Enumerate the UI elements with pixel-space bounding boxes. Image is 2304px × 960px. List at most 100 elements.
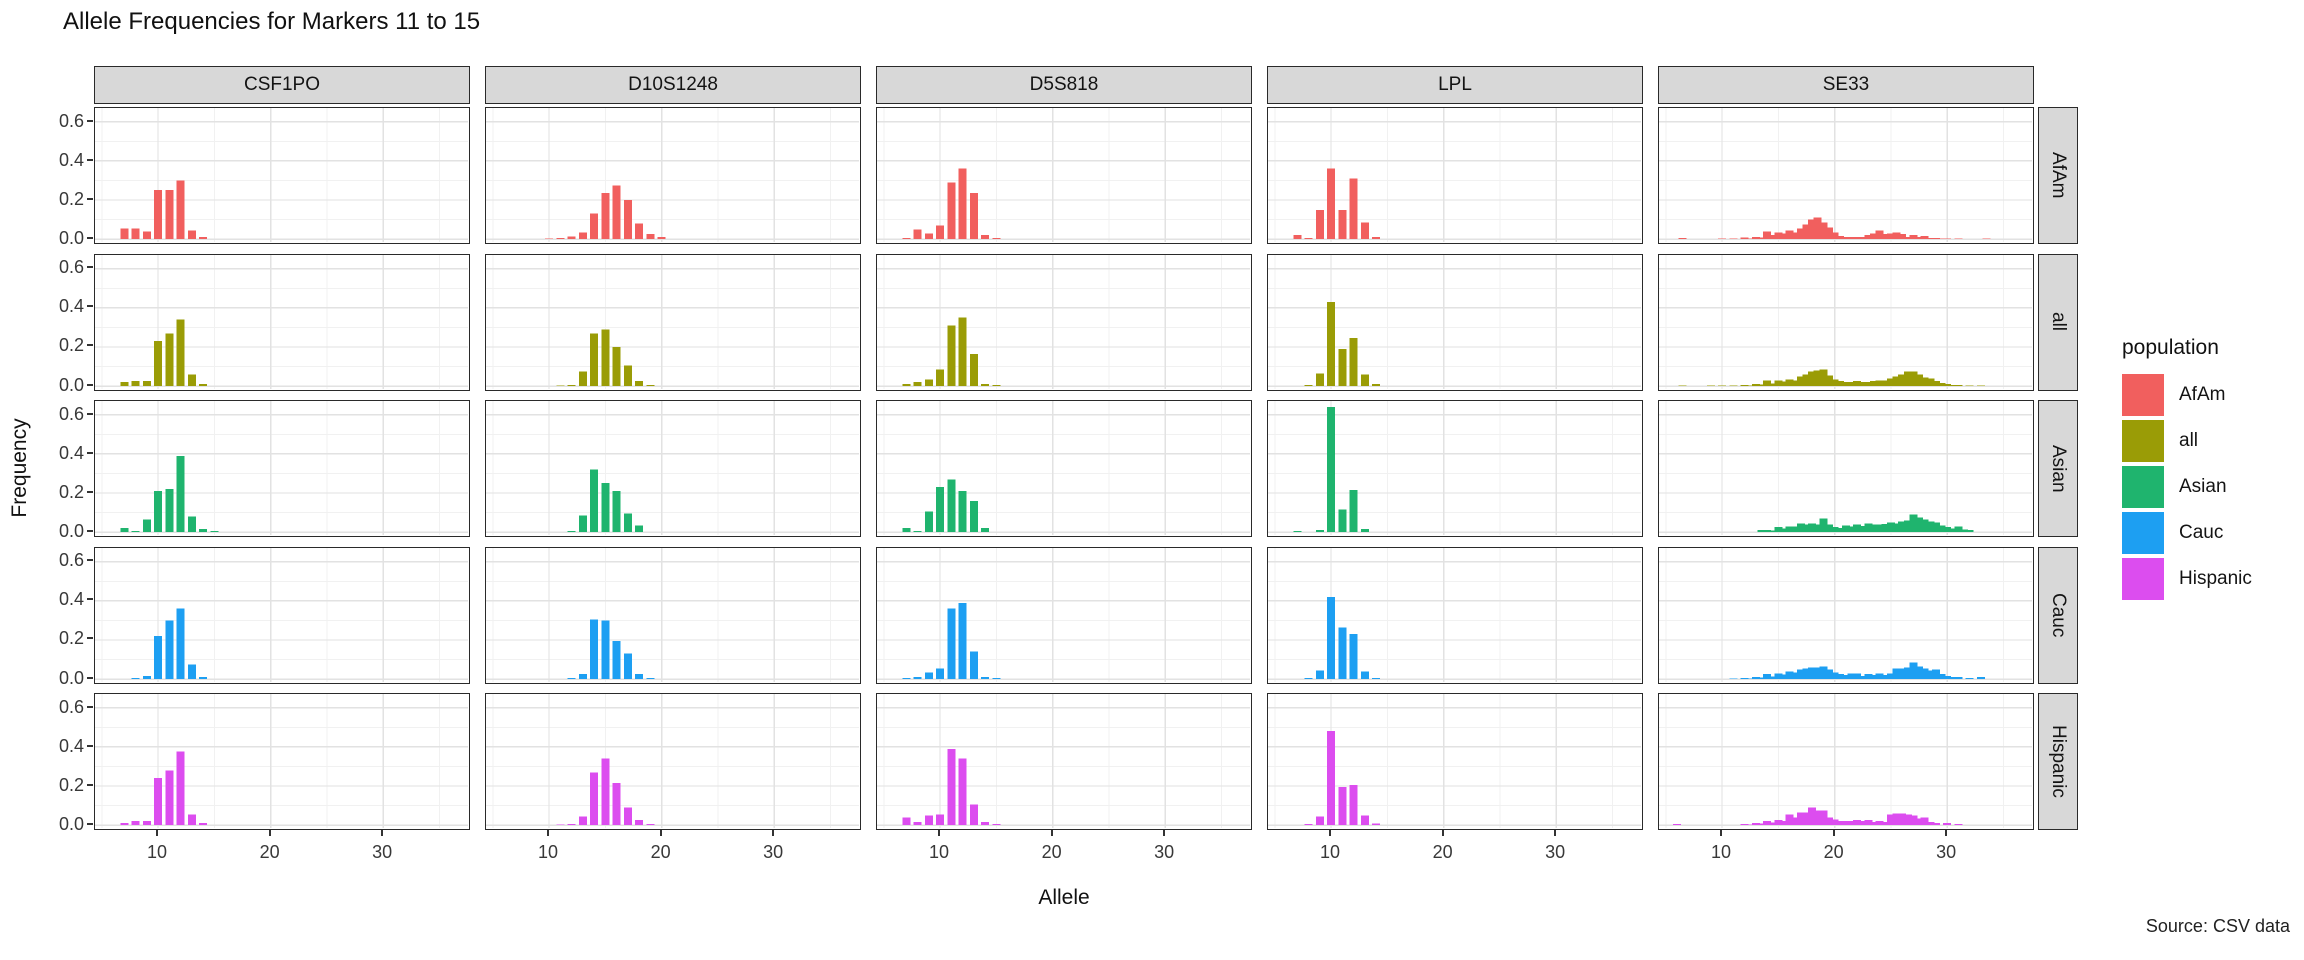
bar <box>1847 821 1856 826</box>
bar <box>131 820 140 826</box>
bar <box>1926 377 1935 386</box>
bar <box>1954 384 1963 386</box>
bar <box>1853 672 1862 679</box>
bar <box>992 384 1001 386</box>
bar <box>1757 677 1766 679</box>
bar <box>1774 672 1783 679</box>
bar <box>1746 238 1755 240</box>
y-tick-mark <box>87 344 93 347</box>
bar <box>947 325 956 386</box>
y-tick-label: 0.2 <box>58 188 84 209</box>
bar <box>1903 236 1912 240</box>
facet-panel-asian-csf1po <box>94 400 470 537</box>
bar <box>1825 374 1833 386</box>
facet-panel-cauc-d5s818 <box>876 546 1252 684</box>
bar <box>981 383 990 386</box>
bar <box>1780 673 1788 679</box>
y-tick-mark <box>87 530 93 533</box>
panel-plot <box>486 401 859 535</box>
panel-plot <box>95 547 468 682</box>
bar <box>1847 526 1856 533</box>
bar <box>1796 812 1805 826</box>
bar <box>1825 524 1833 533</box>
bar <box>1293 531 1302 533</box>
bar <box>142 675 151 679</box>
bar <box>1718 238 1726 240</box>
y-tick-label: 0.4 <box>58 442 84 463</box>
bar <box>590 772 599 826</box>
bar <box>1349 490 1358 533</box>
bar <box>1372 823 1381 826</box>
bar <box>131 531 140 533</box>
bar <box>1304 824 1313 826</box>
y-tick-mark <box>87 490 93 493</box>
bar <box>1774 527 1783 533</box>
x-tick-mark <box>1832 830 1835 836</box>
bar <box>165 489 174 533</box>
bar <box>1780 821 1788 826</box>
bar <box>1841 381 1850 386</box>
facet-row-strip-label: Cauc <box>2048 592 2069 638</box>
bar <box>1864 820 1873 826</box>
bar <box>1751 383 1760 386</box>
bar <box>612 783 621 826</box>
bar <box>165 332 174 386</box>
facet-col-strip-d10s1248: D10S1248 <box>485 66 861 104</box>
bar <box>1926 822 1935 826</box>
bar <box>1982 238 1991 240</box>
panel-plot <box>1659 401 2032 535</box>
bar <box>1791 526 1800 533</box>
facet-panel-afam-se33 <box>1658 107 2034 244</box>
bar <box>1813 524 1822 533</box>
bar <box>1802 667 1811 679</box>
bar <box>1853 524 1862 533</box>
bar <box>924 378 933 386</box>
bar <box>199 237 208 240</box>
y-tick-label: 0.2 <box>58 481 84 502</box>
y-tick-label: 0.0 <box>58 374 84 395</box>
x-tick-label: 20 <box>1041 842 1062 862</box>
bar <box>913 676 922 679</box>
x-tick-label: 10 <box>538 842 559 862</box>
bar <box>981 235 990 240</box>
facet-panel-cauc-csf1po <box>94 546 470 684</box>
bar <box>1791 672 1800 679</box>
bar <box>1802 224 1811 240</box>
bar <box>1841 821 1850 826</box>
bar <box>176 180 185 240</box>
bar <box>1903 371 1912 386</box>
bar <box>1892 375 1901 386</box>
bar <box>199 383 208 386</box>
bar <box>187 230 196 240</box>
bar <box>1372 237 1381 240</box>
x-tick-label: 10 <box>1711 842 1732 862</box>
bar <box>1768 675 1777 679</box>
x-tick-label: 20 <box>650 842 671 862</box>
bar <box>1965 677 1974 679</box>
bar <box>969 353 978 386</box>
bar <box>1841 525 1850 533</box>
bar <box>1937 525 1946 533</box>
panel-plot <box>1268 547 1641 682</box>
facet-panel-hispanic-d10s1248 <box>485 693 861 830</box>
y-tick-mark <box>87 598 93 601</box>
bar <box>567 384 576 386</box>
bar <box>1847 236 1856 240</box>
bar <box>176 319 185 386</box>
bar <box>1372 677 1381 679</box>
bar <box>1892 232 1901 240</box>
bar <box>1858 525 1867 533</box>
bar <box>1909 235 1918 240</box>
bar <box>1780 528 1788 533</box>
chart-title: Allele Frequencies for Markers 11 to 15 <box>63 8 481 35</box>
bar <box>1920 519 1929 533</box>
bar <box>1785 814 1794 826</box>
legend-key-swatch <box>2122 374 2164 416</box>
bar <box>1875 672 1884 679</box>
bar <box>1813 810 1822 826</box>
bar <box>646 824 655 826</box>
bar <box>556 824 565 826</box>
facet-panel-afam-lpl <box>1267 107 1643 244</box>
bar <box>1920 667 1929 679</box>
bar <box>1791 232 1800 240</box>
